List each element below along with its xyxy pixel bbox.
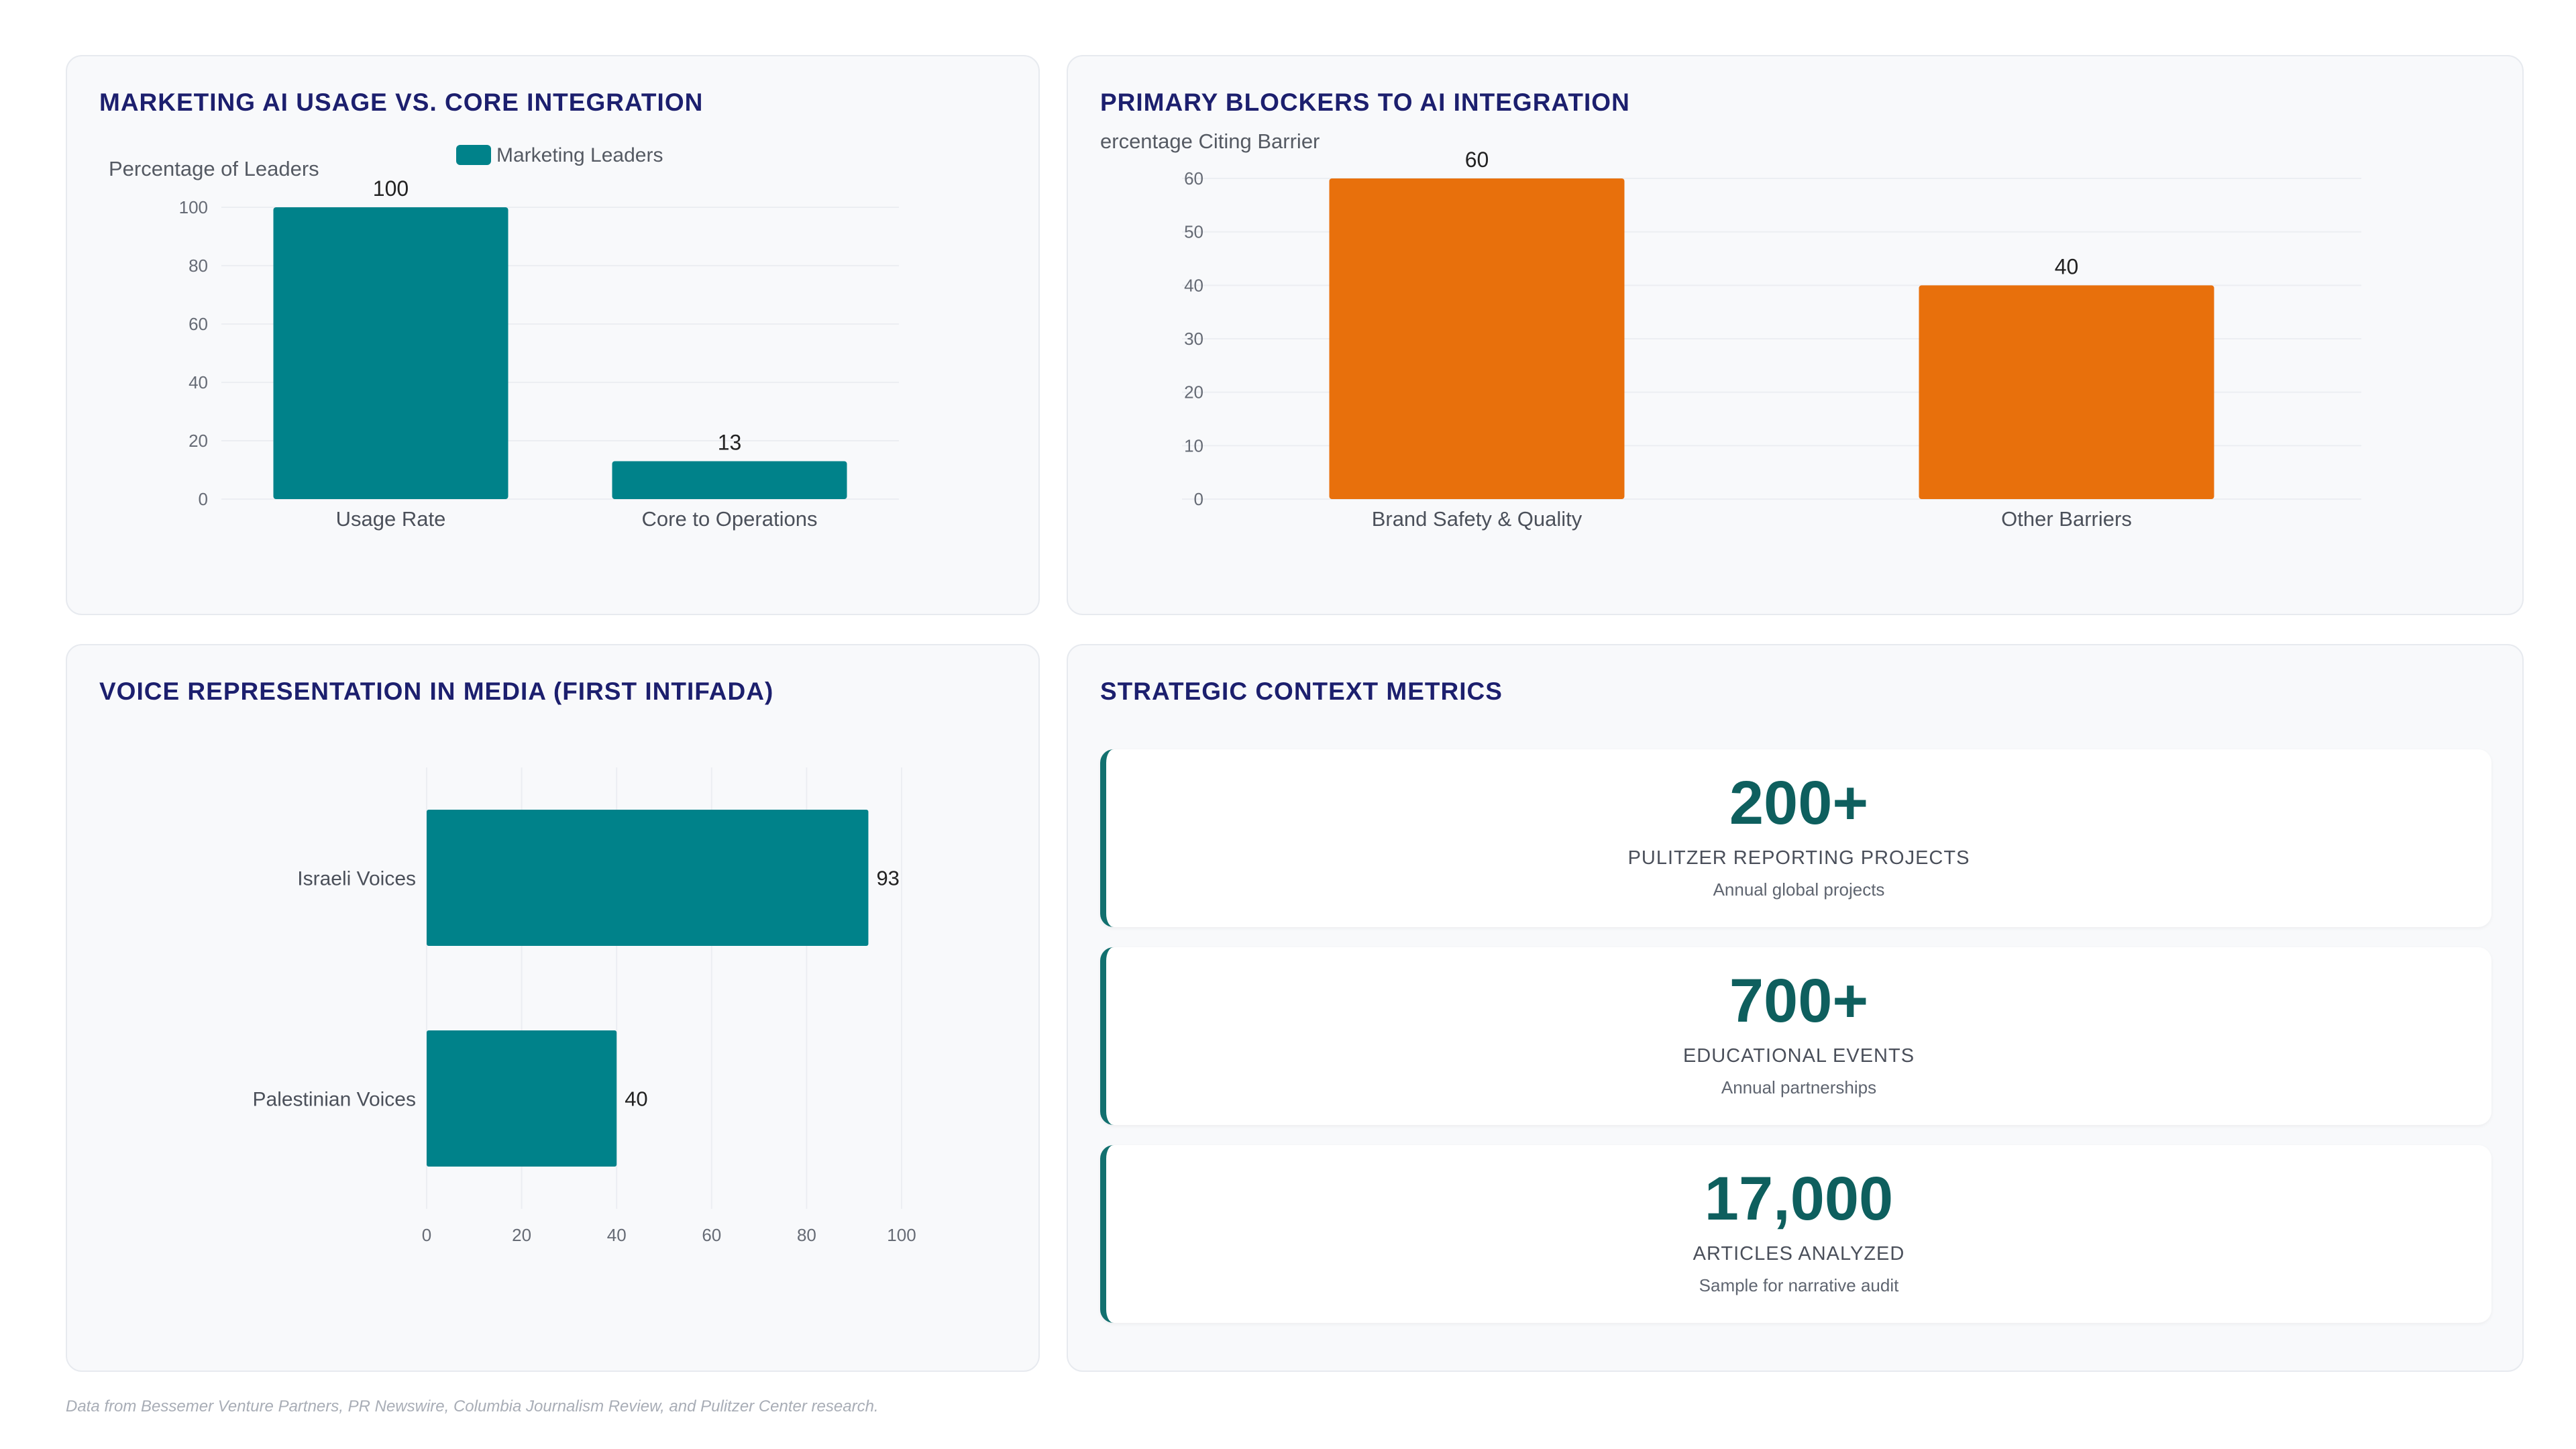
y-axis-title: Percentage of Leaders xyxy=(109,157,319,180)
voice-chart: 0 20 40 60 80 100 93 Israeli Voices 40 Palestinia… xyxy=(253,767,916,1245)
y-tick-label: 40 xyxy=(1184,275,1203,295)
y-tick-label: 60 xyxy=(1184,168,1203,189)
bar xyxy=(1329,178,1625,499)
panel-title: STRATEGIC CONTEXT METRICS xyxy=(1100,678,1503,705)
legend-label: Marketing Leaders xyxy=(496,144,663,166)
metric-label: EDUCATIONAL EVENTS xyxy=(1682,1045,1915,1067)
marketing-ai-chart: 0 20 40 60 80 100 100 Usage Rate 13 Core to Opera… xyxy=(109,144,899,531)
x-tick-label: Usage Rate xyxy=(336,507,446,531)
metric-sub: Annual partnerships xyxy=(1721,1077,1877,1097)
panel-title: PRIMARY BLOCKERS TO AI INTEGRATION xyxy=(1100,89,1630,116)
y-axis-title: ercentage Citing Barrier xyxy=(1100,129,1320,153)
y-tick-label: 0 xyxy=(1194,489,1203,509)
blockers-panel: PRIMARY BLOCKERS TO AI INTEGRATION 0 10 20… xyxy=(1067,55,2524,615)
data-label: 13 xyxy=(718,430,742,454)
y-tick-label: 10 xyxy=(1184,435,1203,455)
data-label: 100 xyxy=(373,176,409,201)
x-tick-label: Brand Safety & Quality xyxy=(1372,507,1582,531)
y-tick-label: 60 xyxy=(189,314,208,334)
data-label: 40 xyxy=(625,1087,647,1111)
x-tick-label: 0 xyxy=(422,1225,431,1245)
metric-value: 17,000 xyxy=(1704,1165,1894,1233)
metric-value: 700+ xyxy=(1729,967,1869,1035)
metric-card-articles: 17,000 ARTICLES ANALYZED Sample for narr… xyxy=(1100,1145,2491,1323)
panel-title: MARKETING AI USAGE VS. CORE INTEGRATION xyxy=(99,89,704,116)
source-footnote: Data from Bessemer Venture Partners, PR … xyxy=(66,1397,879,1415)
bar xyxy=(427,1030,617,1167)
x-tick-label: Other Barriers xyxy=(2001,507,2132,531)
data-label: 40 xyxy=(2055,254,2079,278)
y-tick-label: 40 xyxy=(189,372,208,392)
bar xyxy=(612,461,847,499)
x-tick-label: 20 xyxy=(512,1225,531,1245)
metric-card-projects: 200+ PULITZER REPORTING PROJECTS Annual … xyxy=(1100,749,2491,927)
y-tick-label: 30 xyxy=(1184,329,1203,349)
metric-label: PULITZER REPORTING PROJECTS xyxy=(1627,847,1970,869)
marketing-ai-panel: MARKETING AI USAGE VS. CORE INTEGRATION … xyxy=(66,55,1040,615)
x-tick-label: 100 xyxy=(887,1225,916,1245)
metrics-panel: STRATEGIC CONTEXT METRICS 200+ PULITZER … xyxy=(1067,644,2524,1372)
panel-title: VOICE REPRESENTATION IN MEDIA (FIRST INT… xyxy=(99,678,774,705)
blockers-chart: 0 10 20 30 40 50 60 60 Brand Safety & Quality 40 O… xyxy=(1100,129,2361,531)
legend-swatch xyxy=(456,145,491,165)
y-tick-label: 100 xyxy=(179,197,208,217)
metric-sub: Annual global projects xyxy=(1713,879,1885,900)
x-tick-label: 60 xyxy=(702,1225,721,1245)
y-tick-label: 20 xyxy=(1184,382,1203,402)
metric-value: 200+ xyxy=(1729,769,1869,837)
metric-label: ARTICLES ANALYZED xyxy=(1693,1243,1905,1265)
y-tick-label: 50 xyxy=(1184,222,1203,242)
bar xyxy=(1919,285,2214,499)
data-label: 93 xyxy=(876,867,899,890)
x-tick-label: Core to Operations xyxy=(642,507,818,531)
y-tick-label: Palestinian Voices xyxy=(253,1089,417,1111)
data-label: 60 xyxy=(1465,148,1489,172)
metric-sub: Sample for narrative audit xyxy=(1699,1275,1899,1295)
y-tick-label: 20 xyxy=(189,431,208,451)
y-tick-label: Israeli Voices xyxy=(297,868,416,890)
metric-card-events: 700+ EDUCATIONAL EVENTS Annual partnersh… xyxy=(1100,947,2491,1125)
x-tick-label: 40 xyxy=(607,1225,627,1245)
bar xyxy=(273,207,508,499)
y-tick-label: 80 xyxy=(189,256,208,276)
bar xyxy=(427,810,869,946)
y-tick-label: 0 xyxy=(199,489,208,509)
voice-panel: VOICE REPRESENTATION IN MEDIA (FIRST INT… xyxy=(66,644,1040,1372)
x-tick-label: 80 xyxy=(797,1225,816,1245)
